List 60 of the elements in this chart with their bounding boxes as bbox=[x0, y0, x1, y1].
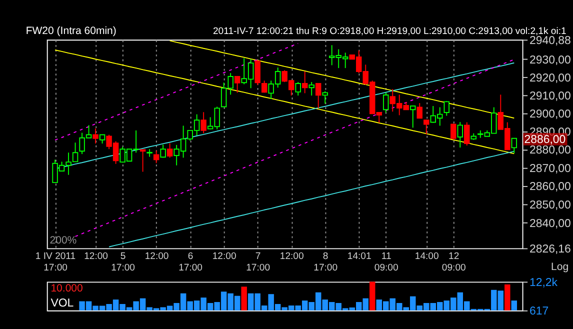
candlestick bbox=[308, 82, 314, 96]
x-tick-label: 6 17:00 bbox=[178, 251, 202, 274]
x-tick-label: 8 17:00 bbox=[314, 251, 338, 274]
chart-title: FW20 (Intra 60min) bbox=[26, 24, 116, 37]
candlestick bbox=[302, 70, 308, 94]
candlestick bbox=[295, 82, 301, 96]
y-tick-label: 2930,00 bbox=[529, 54, 571, 66]
chart-subtitle: 2011-IV-7 12:00:21 thu R:9 O:2918,00 H:2919,00 L:2910,00 C:2913,00 vol:2,1k oi:1 bbox=[212, 26, 566, 37]
candlestick bbox=[511, 138, 518, 154]
candlestick bbox=[410, 106, 416, 128]
line-series bbox=[54, 50, 515, 154]
x-tick-label: 14:00 bbox=[414, 251, 439, 262]
text: VOL bbox=[50, 298, 74, 310]
candlestick bbox=[457, 122, 463, 148]
candlestick bbox=[160, 144, 166, 158]
y-tick-label: 2900,00 bbox=[529, 108, 571, 120]
candlestick bbox=[464, 122, 470, 146]
y-tick-label: 2826,16 bbox=[529, 244, 571, 256]
x-tick-label: 12:00 bbox=[144, 251, 169, 262]
candlestick bbox=[146, 148, 152, 158]
x-tick-label: 12 09:00 bbox=[442, 251, 466, 274]
candlestick bbox=[424, 119, 430, 135]
y-tick-label: 2870,00 bbox=[529, 162, 571, 175]
line-series bbox=[54, 42, 299, 141]
y-tick-label: 2920,00 bbox=[529, 72, 571, 84]
y-tick-label: 2860,00 bbox=[529, 181, 571, 194]
candlestick bbox=[416, 102, 422, 119]
line-series bbox=[108, 150, 515, 248]
line-series bbox=[74, 58, 515, 237]
candlestick bbox=[261, 80, 268, 94]
x-tick-label: 7 17:00 bbox=[246, 251, 270, 274]
y-tick-label: 617 bbox=[529, 306, 549, 318]
candlestick bbox=[153, 150, 160, 164]
x-tick-label: 12:00 bbox=[84, 251, 108, 262]
x-tick-label: 12:00 bbox=[280, 251, 304, 262]
candlestick bbox=[166, 142, 173, 158]
candlestick bbox=[450, 123, 456, 140]
y-tick-label: 2850,00 bbox=[529, 200, 571, 212]
candlestick bbox=[322, 90, 328, 104]
candlestick bbox=[382, 92, 389, 113]
candlestick bbox=[92, 128, 98, 144]
y-tick-label: 2910,00 bbox=[529, 90, 571, 102]
y-tick-label: 12,2k bbox=[529, 277, 558, 290]
x-tick-label: 14:01 bbox=[347, 251, 372, 262]
x-tick-label: 1 IV 2011 17:00 bbox=[35, 251, 76, 274]
candlestick bbox=[200, 112, 206, 134]
y-tick-label: 2840,00 bbox=[529, 218, 571, 230]
y-tick-label: 2940,88 bbox=[529, 34, 571, 47]
annotation: 200% bbox=[50, 234, 77, 246]
candlestick bbox=[444, 100, 450, 116]
annotation: 10.000 bbox=[50, 282, 84, 294]
x-tick-label: 11 09:00 bbox=[374, 251, 398, 274]
x-tick-label: 5 17:00 bbox=[111, 251, 135, 274]
text: Log bbox=[551, 261, 569, 274]
candlestick bbox=[140, 149, 146, 172]
candlestick bbox=[254, 60, 260, 86]
x-tick-label: 12:00 bbox=[212, 251, 236, 262]
y-tick-label: 2880,00 bbox=[529, 144, 571, 157]
candlestick bbox=[315, 83, 322, 109]
candlestick bbox=[234, 75, 240, 94]
